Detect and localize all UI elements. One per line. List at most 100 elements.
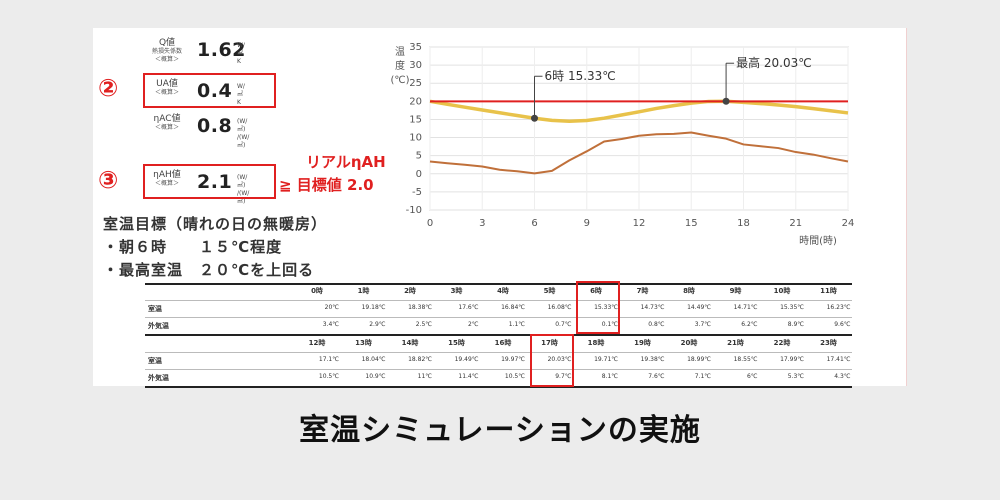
row-label: 外気温 (148, 374, 169, 382)
note-morning: ・朝６時 １５℃程度 (103, 238, 283, 256)
hour-header: 23時 (820, 339, 837, 347)
outdoor-temp-line (429, 131, 849, 175)
table-cell: 16.08℃ (547, 304, 572, 311)
annotation-label: 最高 20.03℃ (736, 55, 812, 70)
table-rule (145, 317, 852, 318)
table-cell: 4.3℃ (834, 373, 851, 380)
hour-header: 11時 (820, 287, 837, 295)
metric-unit-top: W/㎡K (237, 42, 245, 65)
table-cell: 17.99℃ (780, 356, 804, 363)
table-cell: 14.49℃ (687, 304, 711, 311)
table-cell: 18.04℃ (361, 356, 386, 363)
table-cell: 7.1℃ (694, 373, 711, 380)
page-caption: 室温シミュレーションの実施 (299, 413, 701, 448)
table-cell: 0.8℃ (648, 321, 665, 328)
metric-name: ηAC値 (153, 114, 181, 124)
table-cell: 17.6℃ (458, 304, 479, 311)
hour-header: 3時 (450, 287, 463, 295)
x-tick-label: 12 (633, 218, 646, 229)
table-cell: 3.7℃ (694, 321, 711, 328)
table-cell: 8.1℃ (601, 373, 618, 380)
metric-unit-top: W/㎡K (237, 83, 245, 106)
annotation-point (531, 114, 538, 122)
metric-estimate-label: ＜概算＞ (154, 56, 179, 63)
table-cell: 2.5℃ (415, 321, 432, 328)
temperature-chart: -10 -5 0 5 10 15 20 25 30 35 0 3 6 9 12 15 18 21 24 温度 (℃) 時間… (390, 42, 854, 247)
table-cell: 11℃ (417, 373, 432, 380)
table-cell: 15.33℃ (594, 304, 618, 311)
metric-unit: W/㎡K (237, 83, 245, 107)
row-label: 室温 (148, 357, 162, 365)
real-etaah-label: リアルηAH (306, 153, 386, 171)
table-cell: 19.38℃ (640, 356, 665, 363)
note-max: ・最高室温 ２０℃を上回る (103, 261, 315, 279)
table-cell: 19.49℃ (454, 356, 479, 363)
x-tick-label: 18 (737, 218, 750, 229)
table-cell: 3.4℃ (322, 321, 339, 328)
y-axis-label: 度 (395, 59, 405, 72)
table-rule (145, 369, 852, 370)
annotation-point (722, 97, 730, 105)
metric-subtitle: 熱損失係数 (151, 48, 182, 55)
y-axis-label: 温 (395, 46, 405, 58)
hour-header: 21時 (727, 339, 744, 347)
table-cell: 19.71℃ (594, 356, 618, 363)
x-tick-label: 9 (584, 218, 590, 229)
metric-value: 0.8 (197, 115, 233, 137)
table-cell: 14.71℃ (733, 304, 758, 311)
hour-header: 12時 (308, 339, 326, 347)
table-cell: 20℃ (324, 304, 339, 311)
hour-header: 18時 (587, 339, 605, 347)
metric-unit: (W/㎡)/(W/㎡) (237, 118, 249, 150)
x-tick-label: 15 (685, 218, 698, 229)
table-row: 0時 1時 2時 3時 4時 5時 6時 7時 8時 9時 10時 11時 (145, 283, 852, 300)
hour-header: 20時 (680, 339, 698, 347)
table-cell: 8.9℃ (787, 321, 804, 328)
table-cell: 0.1℃ (601, 321, 618, 328)
table-cell: 18.82℃ (408, 356, 432, 363)
hour-header: 5時 (543, 287, 556, 295)
x-tick-label: 0 (427, 218, 433, 229)
hour-header: 15時 (448, 339, 465, 347)
hour-header: 22時 (773, 339, 791, 347)
metric-value: 2.1 (197, 171, 233, 193)
metric-unit-bottom: /(W/㎡) (237, 134, 250, 149)
table-cell: 19.18℃ (361, 304, 386, 311)
highlight-6am (576, 281, 620, 334)
metric-unit: W/㎡K (237, 42, 245, 66)
table-row: 外気温 10.5℃ 10.9℃ 11℃ 11.4℃ 10.5℃ 9.7℃ 8.1℃ 7.6℃ 7.… (145, 369, 852, 386)
table-cell: 17.1℃ (318, 356, 339, 363)
ua-highlight-box (143, 73, 276, 108)
hour-header: 6時 (590, 287, 602, 295)
table-rule (145, 334, 852, 336)
hour-header: 10時 (773, 287, 791, 295)
metric-value: 0.4 (197, 80, 233, 102)
metric-name: UA値 (156, 79, 178, 89)
metric-estimate-label: ＜概算＞ (154, 89, 179, 96)
table-row: 12時 13時 14時 15時 16時 17時 18時 19時 20時 21時 22時 23時 (145, 335, 852, 352)
note-title: 室温目標（晴れの日の無暖房） (103, 215, 328, 233)
table-row: 室温 17.1℃ 18.04℃ 18.82℃ 19.49℃ 19.97℃ 20.03℃ 19.… (145, 352, 852, 369)
hour-header: 9時 (729, 287, 742, 295)
etaah-highlight-box (143, 164, 276, 199)
metric-estimate-label: ＜概算＞ (154, 180, 179, 187)
hour-header: 1時 (357, 287, 370, 295)
y-tick-label: 0 (416, 169, 422, 180)
y-tick-label: -10 (406, 205, 422, 216)
metric-value: 1.62 (197, 39, 246, 61)
table-cell: 18.38℃ (408, 304, 432, 311)
table-cell: 10.9℃ (365, 373, 386, 380)
table-cell: 5.3℃ (787, 373, 804, 380)
hour-header: 17時 (541, 339, 558, 347)
metric-unit-top: (W/㎡) (237, 174, 248, 189)
y-tick-label: 20 (409, 96, 422, 107)
table-cell: 1.1℃ (508, 321, 525, 328)
x-tick-label: 21 (789, 218, 802, 229)
metric-name: Q値 (158, 38, 176, 48)
table-cell: 9.6℃ (834, 321, 851, 328)
hour-header: 8時 (683, 287, 695, 295)
metric-name: ηAH値 (153, 170, 181, 180)
hour-header: 0時 (311, 287, 323, 295)
table-cell: 6.2℃ (741, 321, 758, 328)
y-axis-label: (℃) (390, 75, 409, 86)
